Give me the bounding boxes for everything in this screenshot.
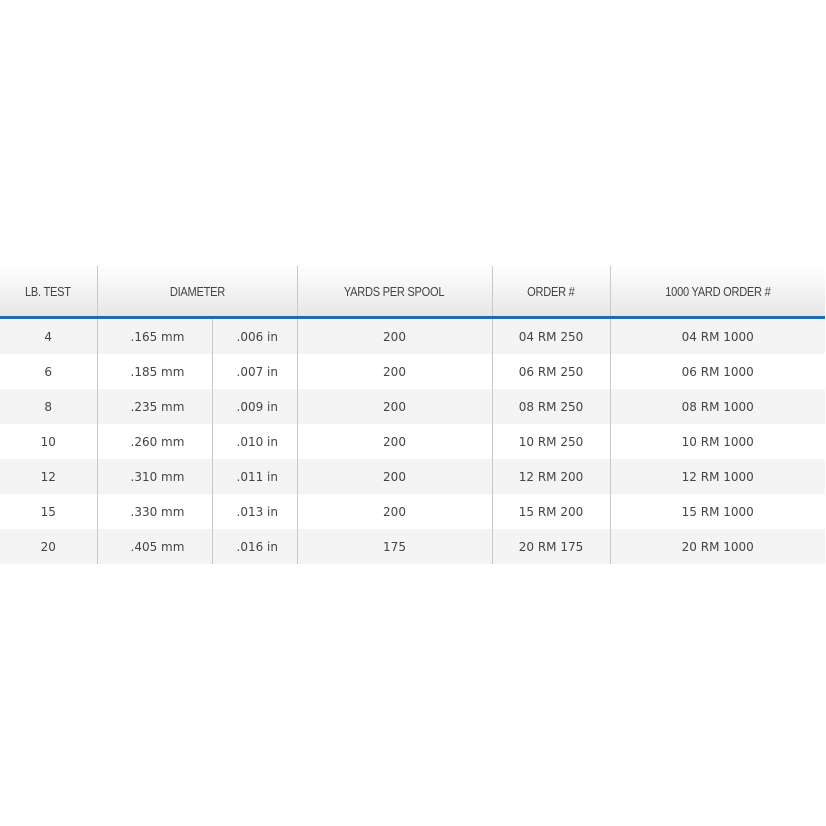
table-row: 12.310 mm .011 in 200 12 RM 200 12 RM 1000 — [0, 459, 825, 494]
cell-order: 04 RM 250 — [491, 317, 610, 354]
table-row: 4.165 mm .006 in 200 04 RM 250 04 RM 1000 — [0, 317, 825, 354]
header-label: YARDS PER SPOOL — [344, 283, 445, 299]
cell-1000-yard-order: 04 RM 1000 — [609, 317, 825, 354]
cell-lb-test: 6 — [0, 354, 97, 389]
cell-diameter-in: .007 in — [211, 354, 297, 389]
cell-order: 15 RM 200 — [491, 494, 610, 529]
cell-yards: 200 — [296, 354, 492, 389]
cell-diameter-mm: .405 mm — [96, 529, 212, 564]
header-yards-per-spool: YARDS PER SPOOL — [296, 266, 492, 319]
cell-yards: 200 — [296, 424, 492, 459]
cell-lb-test: 8 — [0, 389, 97, 424]
header-label: ORDER # — [527, 283, 575, 299]
cell-diameter-in: .009 in — [211, 389, 297, 424]
cell-diameter-mm: .310 mm — [96, 459, 212, 494]
table-row: 10.260 mm .010 in 200 10 RM 250 10 RM 1000 — [0, 424, 825, 459]
header-lb-test: LB. TEST — [0, 266, 97, 319]
cell-yards: 200 — [296, 317, 492, 354]
header-label: DIAMETER — [169, 283, 225, 299]
header-diameter: DIAMETER — [96, 266, 297, 319]
table-row: 20.405 mm .016 in 175 20 RM 175 20 RM 1000 — [0, 529, 825, 564]
cell-diameter-mm: .165 mm — [96, 317, 212, 354]
cell-diameter-in: .010 in — [211, 424, 297, 459]
header-order: ORDER # — [491, 266, 610, 319]
table-row: 8.235 mm .009 in 200 08 RM 250 08 RM 1000 — [0, 389, 825, 424]
line-spec-table: LB. TEST DIAMETER YARDS PER SPOOL ORDER … — [0, 266, 825, 564]
cell-order: 20 RM 175 — [491, 529, 610, 564]
cell-1000-yard-order: 06 RM 1000 — [609, 354, 825, 389]
header-label: LB. TEST — [25, 283, 72, 299]
cell-1000-yard-order: 20 RM 1000 — [609, 529, 825, 564]
cell-lb-test: 15 — [0, 494, 97, 529]
cell-diameter-mm: .330 mm — [96, 494, 212, 529]
cell-yards: 175 — [296, 529, 492, 564]
cell-lb-test: 20 — [0, 529, 97, 564]
cell-1000-yard-order: 10 RM 1000 — [609, 424, 825, 459]
cell-lb-test: 10 — [0, 424, 97, 459]
cell-lb-test: 12 — [0, 459, 97, 494]
cell-order: 10 RM 250 — [491, 424, 610, 459]
cell-lb-test: 4 — [0, 317, 97, 354]
cell-1000-yard-order: 12 RM 1000 — [609, 459, 825, 494]
cell-diameter-in: .016 in — [211, 529, 297, 564]
cell-order: 12 RM 200 — [491, 459, 610, 494]
cell-diameter-in: .006 in — [211, 317, 297, 354]
header-label: 1000 YARD ORDER # — [665, 283, 771, 299]
table-row: 15.330 mm .013 in 200 15 RM 200 15 RM 1000 — [0, 494, 825, 529]
cell-1000-yard-order: 08 RM 1000 — [609, 389, 825, 424]
cell-order: 06 RM 250 — [491, 354, 610, 389]
table-row: 6.185 mm .007 in 200 06 RM 250 06 RM 1000 — [0, 354, 825, 389]
cell-yards: 200 — [296, 494, 492, 529]
cell-diameter-mm: .235 mm — [96, 389, 212, 424]
cell-yards: 200 — [296, 389, 492, 424]
cell-diameter-in: .013 in — [211, 494, 297, 529]
cell-diameter-mm: .185 mm — [96, 354, 212, 389]
cell-diameter-mm: .260 mm — [96, 424, 212, 459]
header-1000-yard-order: 1000 YARD ORDER # — [609, 266, 825, 319]
cell-1000-yard-order: 15 RM 1000 — [609, 494, 825, 529]
header-row: LB. TEST DIAMETER YARDS PER SPOOL ORDER … — [0, 266, 825, 319]
cell-order: 08 RM 250 — [491, 389, 610, 424]
cell-diameter-in: .011 in — [211, 459, 297, 494]
cell-yards: 200 — [296, 459, 492, 494]
